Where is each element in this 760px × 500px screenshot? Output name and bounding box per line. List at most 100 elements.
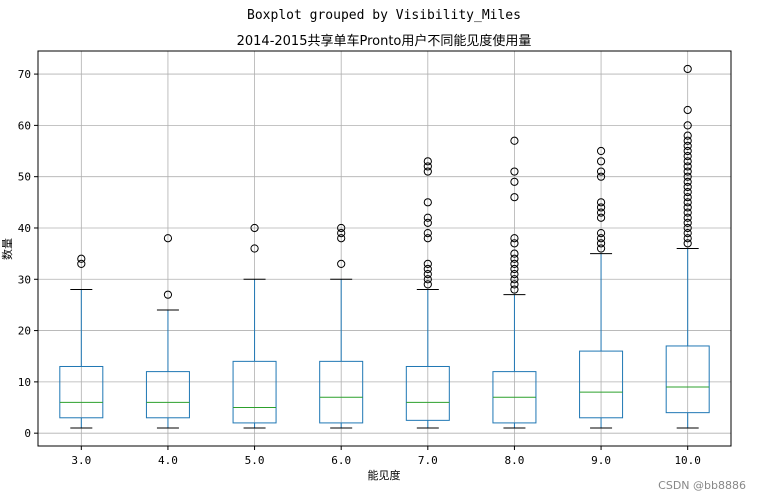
outlier-point xyxy=(596,172,606,181)
outlier-point xyxy=(510,264,519,274)
outlier-point xyxy=(683,157,692,166)
outlier-point xyxy=(596,146,606,156)
x-tick-label: 3.0 xyxy=(71,454,91,467)
outlier-point xyxy=(337,259,346,268)
outlier-point xyxy=(510,280,519,289)
outlier-point xyxy=(683,172,692,181)
x-tick-label: 7.0 xyxy=(418,454,438,467)
box-group-4.0 xyxy=(145,234,190,429)
outlier-point xyxy=(683,193,692,202)
outlier-point xyxy=(423,259,432,268)
outlier-point xyxy=(596,234,606,243)
x-tick-label: 9.0 xyxy=(591,454,611,467)
outlier-point xyxy=(510,259,519,268)
x-tick-label: 5.0 xyxy=(245,454,265,467)
chart-title: 2014-2015共享单车Pronto用户不同能见度使用量 xyxy=(237,33,532,49)
outlier-point xyxy=(510,177,519,186)
outlier-point xyxy=(423,198,432,207)
outlier-point xyxy=(423,213,432,222)
outlier-point xyxy=(683,203,692,212)
outlier-point xyxy=(423,167,432,176)
ticks: 0 10 20 30 40 50 60 70 3.0 4.0 5.0 6.0 7.0 8.0 9.0 10.0 xyxy=(18,68,701,467)
outlier-point xyxy=(683,177,692,186)
outlier-point xyxy=(683,198,692,207)
outlier-point xyxy=(683,167,692,176)
outlier-point xyxy=(683,105,692,115)
y-tick-label: 30 xyxy=(18,273,31,286)
outlier-point xyxy=(163,290,173,299)
iqr-box xyxy=(319,360,364,424)
outlier-point xyxy=(250,223,259,233)
outlier-point xyxy=(683,141,692,151)
box-group-5.0 xyxy=(232,223,277,429)
outlier-point xyxy=(510,239,519,248)
x-tick-label: 6.0 xyxy=(331,454,351,467)
outlier-point xyxy=(510,275,519,284)
box-group-3.0 xyxy=(59,254,104,429)
box-group-10.0 xyxy=(665,64,710,429)
iqr-box xyxy=(232,360,277,424)
outlier-point xyxy=(510,249,519,258)
iqr-box xyxy=(665,345,710,414)
outlier-point xyxy=(250,244,259,253)
outlier-point xyxy=(596,157,606,166)
iqr-box xyxy=(579,350,624,419)
outlier-point xyxy=(683,152,692,161)
outlier-point xyxy=(510,270,519,279)
outlier-point xyxy=(683,223,692,233)
outlier-point xyxy=(510,167,519,176)
outlier-point xyxy=(77,259,86,268)
outlier-point xyxy=(596,229,606,238)
outlier-point xyxy=(423,157,432,166)
box-group-8.0 xyxy=(492,136,537,429)
y-tick-label: 20 xyxy=(18,325,31,338)
outlier-point xyxy=(423,162,432,171)
outlier-point xyxy=(683,187,692,197)
outlier-point xyxy=(683,121,692,130)
outlier-point xyxy=(77,254,86,263)
outlier-point xyxy=(596,213,606,222)
box-group-9.0 xyxy=(579,146,624,429)
outlier-point xyxy=(596,167,606,176)
outlier-point xyxy=(423,270,432,279)
outlier-point xyxy=(337,234,346,243)
outlier-point xyxy=(596,208,606,217)
y-tick-label: 70 xyxy=(18,68,31,81)
outlier-point xyxy=(683,146,692,156)
outlier-point xyxy=(683,218,692,227)
outlier-point xyxy=(683,64,692,74)
y-axis-label: 数量 xyxy=(1,238,14,260)
outlier-point xyxy=(683,239,692,248)
outlier-point xyxy=(337,223,346,233)
outlier-point xyxy=(423,234,432,243)
outlier-point xyxy=(337,229,346,238)
outlier-point xyxy=(423,264,432,274)
outlier-point xyxy=(423,280,432,289)
plot-frame xyxy=(37,50,732,447)
outlier-point xyxy=(683,162,692,171)
y-tick-label: 0 xyxy=(24,427,31,440)
box-group-6.0 xyxy=(319,223,364,429)
outlier-point xyxy=(683,229,692,238)
outlier-point xyxy=(683,182,692,192)
iqr-box xyxy=(59,365,104,419)
x-tick-label: 10.0 xyxy=(674,454,701,467)
y-tick-label: 50 xyxy=(18,171,31,184)
outlier-point xyxy=(510,136,519,145)
outlier-point xyxy=(683,234,692,243)
outlier-point xyxy=(683,136,692,145)
x-axis-label: 能见度 xyxy=(368,468,401,482)
outlier-point xyxy=(510,254,519,263)
y-tick-label: 60 xyxy=(18,119,31,132)
outlier-point xyxy=(423,275,432,284)
iqr-box xyxy=(145,371,190,419)
box-group-7.0 xyxy=(405,157,450,429)
chart-suptitle: Boxplot grouped by Visibility_Miles xyxy=(247,8,521,23)
y-tick-label: 40 xyxy=(18,222,31,235)
outlier-point xyxy=(596,198,606,207)
outlier-point xyxy=(163,234,173,243)
outlier-point xyxy=(683,208,692,217)
outlier-point xyxy=(423,229,432,238)
y-tick-label: 10 xyxy=(18,376,31,389)
